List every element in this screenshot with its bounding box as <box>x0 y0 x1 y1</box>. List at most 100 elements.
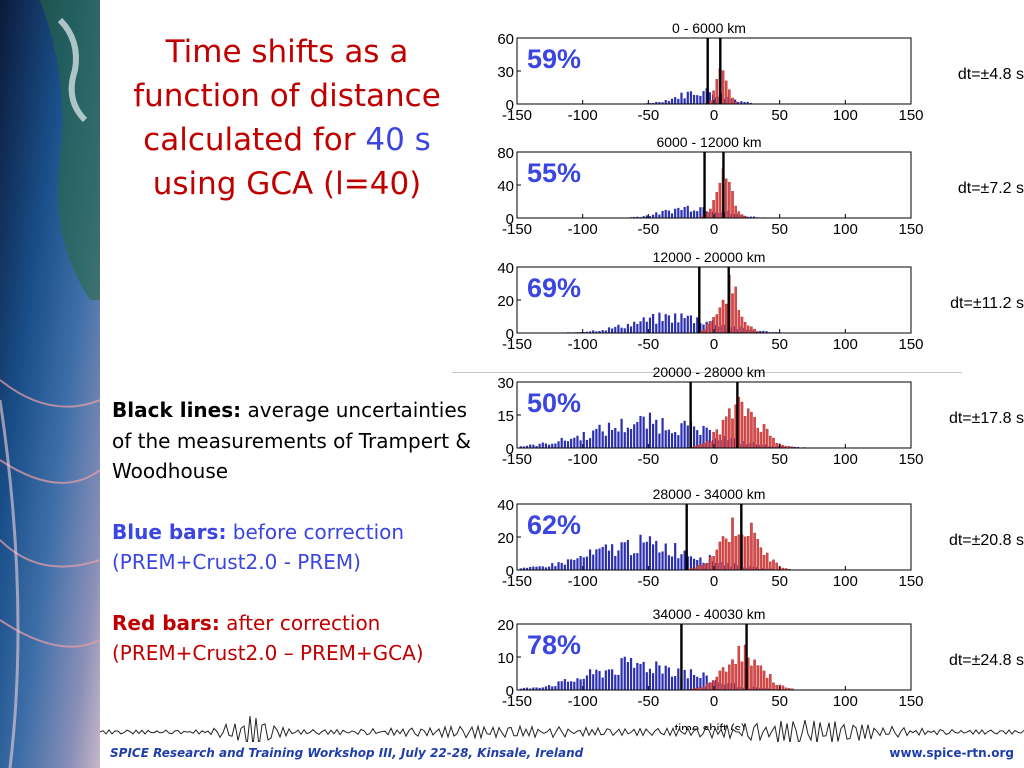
x-tick-label: 50 <box>771 573 788 590</box>
bar-before <box>633 321 636 333</box>
bar-before <box>519 446 522 448</box>
chart-title: 20000 - 28000 km <box>653 364 766 380</box>
bar-after <box>706 212 709 219</box>
bar-after <box>769 435 772 449</box>
bar-before <box>573 437 576 448</box>
bar-before <box>689 91 693 104</box>
bar-before <box>689 556 693 570</box>
bar-before <box>611 544 614 570</box>
bar-before <box>607 669 611 690</box>
bar-before <box>582 431 585 448</box>
bar-before <box>702 672 705 690</box>
bar-before <box>551 686 554 690</box>
bar-before <box>699 95 702 104</box>
bar-after <box>762 424 766 449</box>
x-tick-label: 50 <box>771 451 788 468</box>
bar-after <box>706 440 709 449</box>
bar-before <box>595 428 598 448</box>
bar-before <box>576 558 579 570</box>
bar-before <box>525 687 529 690</box>
bar-before <box>661 673 664 690</box>
bar-before <box>519 688 522 690</box>
bar-before <box>529 444 532 448</box>
bar-before <box>677 558 680 570</box>
bar-before <box>532 687 535 690</box>
bar-before <box>705 675 708 690</box>
bar-after <box>775 442 778 449</box>
bar-after <box>715 314 719 334</box>
bar-before <box>692 323 696 333</box>
bar-before <box>677 207 680 218</box>
y-tick-label: 15 <box>497 408 514 425</box>
bar-before <box>655 323 658 333</box>
bar-before <box>566 441 570 448</box>
bar-before <box>554 566 557 570</box>
bar-before <box>639 415 642 448</box>
bar-after <box>753 417 756 449</box>
bar-before <box>620 658 623 690</box>
bar-before <box>532 566 535 570</box>
x-tick-label: -50 <box>637 693 659 710</box>
chart-title: 6000 - 12000 km <box>656 134 761 150</box>
bar-before <box>737 101 740 104</box>
bar-before <box>696 95 699 104</box>
chart-title: 34000 - 40030 km <box>653 606 766 622</box>
bar-after <box>699 564 703 571</box>
bar-before <box>595 669 598 690</box>
bar-after <box>731 191 734 219</box>
earth-image <box>0 0 100 768</box>
bar-before <box>696 559 699 570</box>
bar-before <box>658 214 661 218</box>
bar-after <box>724 416 728 449</box>
bar-before <box>563 440 566 448</box>
bar-before <box>702 324 705 333</box>
x-tick-label: 150 <box>898 693 923 710</box>
y-tick-label: 0 <box>506 97 514 114</box>
bar-before <box>629 326 633 333</box>
bar-after <box>731 97 734 105</box>
bar-before <box>541 442 544 448</box>
bar-before <box>661 551 664 570</box>
footer-bar <box>100 742 1024 768</box>
bar-after <box>699 444 703 449</box>
x-tick-label: -150 <box>502 336 532 353</box>
bar-before <box>670 322 674 333</box>
bar-before <box>674 543 677 570</box>
bar-before <box>655 661 658 690</box>
bar-before <box>538 566 541 570</box>
bar-before <box>573 681 576 690</box>
bar-before <box>661 102 664 104</box>
bar-before <box>765 331 768 333</box>
bar-after <box>728 408 731 449</box>
bar-before <box>636 323 639 333</box>
bar-after <box>750 522 753 571</box>
bar-after <box>731 293 734 334</box>
x-tick-label: -100 <box>568 573 598 590</box>
bar-before <box>699 434 702 448</box>
x-tick-label: -150 <box>502 573 532 590</box>
bar-before <box>702 91 705 104</box>
chart-title: 12000 - 20000 km <box>653 249 766 265</box>
bar-before <box>683 206 686 218</box>
bar-after <box>715 191 719 219</box>
bar-after <box>709 441 712 449</box>
bar-before <box>604 544 607 570</box>
bar-before <box>683 98 686 104</box>
x-tick-label: 0 <box>710 221 718 238</box>
bar-before <box>692 426 696 448</box>
bar-before <box>667 429 670 448</box>
bar-before <box>601 330 604 333</box>
bar-after <box>702 443 706 449</box>
bar-before <box>551 563 554 570</box>
y-tick-label: 40 <box>497 497 514 514</box>
y-tick-label: 20 <box>497 617 514 634</box>
bar-after <box>765 552 769 571</box>
bar-before <box>686 205 689 218</box>
y-tick-label: 30 <box>497 64 514 81</box>
bar-before <box>661 418 664 448</box>
bar-before <box>667 315 670 333</box>
bar-before <box>538 687 541 690</box>
bar-before <box>677 668 680 690</box>
bar-before <box>686 678 689 690</box>
y-tick-label: 20 <box>497 293 514 310</box>
